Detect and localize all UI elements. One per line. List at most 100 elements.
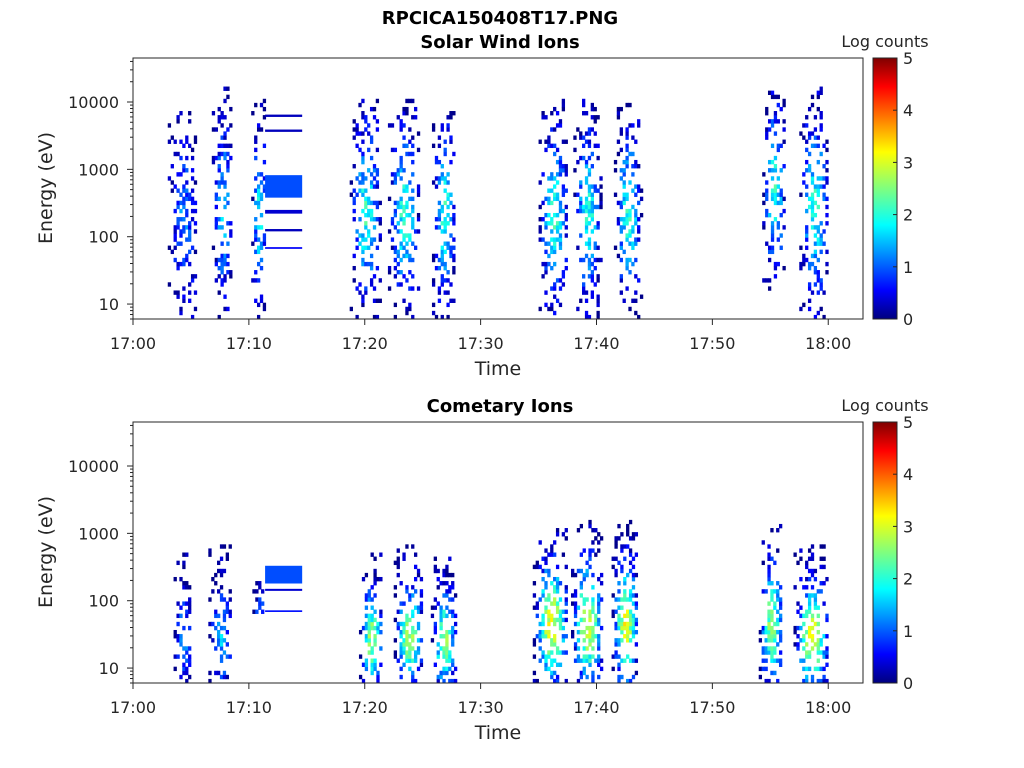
spectrogram-cell [442,634,446,639]
spectrogram-cell [379,629,383,635]
spectrogram-cell [796,646,800,651]
spectrogram-cell [588,564,592,570]
spectrogram-cell [564,188,568,193]
spectrogram-cell [399,245,403,250]
spectrogram-cell [214,581,218,586]
spectrogram-cell [634,139,638,144]
spectrogram-cell [370,658,374,663]
spectrogram-cell [776,176,780,181]
spectrogram-cell [411,678,415,683]
plot-area [133,422,863,683]
spectrogram-cell [776,225,780,230]
spectrogram-cell [222,674,227,680]
spectrogram-cell [255,581,259,586]
spectrogram-cell [375,119,380,124]
spectrogram-cell [223,274,227,279]
spectrogram-cell [452,221,456,226]
spectrogram-cell [770,188,775,193]
spectrogram-cell [816,192,820,197]
spectrogram-cell [555,617,560,623]
spectrogram-cell [405,184,409,189]
spectrogram-cell [399,123,403,128]
spectrogram-cell [807,548,812,553]
spectrogram-cell [259,102,264,108]
spectrogram-cell [807,597,812,602]
spectrogram-cell [770,90,775,96]
spectrogram-cell [361,298,365,303]
spectrogram-cell [541,634,545,639]
spectrogram-cell [541,111,545,116]
spectrogram-cell [810,253,815,259]
spectrogram-cell [576,605,581,610]
spectrogram-cell [538,225,542,230]
spectrogram-cell [419,662,424,667]
spectrogram-cell [599,572,604,578]
spectrogram-cell [597,642,601,647]
spectrogram-cell [588,629,592,635]
spectrogram-cell [413,245,418,250]
spectrogram-cell [778,605,783,610]
spectrogram-cell [367,589,371,594]
spectrogram-cell [439,670,443,676]
spectrogram-cell [825,159,829,165]
spectrogram-cell [807,568,812,574]
spectrogram-cell [819,127,823,132]
spectrogram-cell [256,237,261,242]
spectrogram-cell [367,245,371,250]
spectrogram-cell [256,188,261,193]
x-axis-label: Time [474,358,522,380]
spectrogram-cell [564,609,568,614]
spectrogram-cell [223,86,227,91]
spectrogram-cell [813,212,818,218]
spectrogram-cell [579,196,583,202]
spectrogram-cell [611,609,615,614]
spectrogram-cell [819,237,823,242]
x-tick-label: 18:00 [805,334,851,353]
spectrogram-cell [390,237,395,242]
spectrogram-cell [810,625,815,631]
spectrogram-cell [367,196,371,202]
spectrogram-cell [579,523,583,529]
spectrogram-cell [446,180,450,185]
spectrogram-cell [185,257,189,263]
spectrogram-cell [369,261,374,267]
spectrogram-cell [228,589,232,594]
spectrogram-cell [214,127,218,132]
spectrogram-cell [555,111,560,116]
spectrogram-cell [399,212,403,218]
spectrogram-cell [411,646,415,651]
spectrogram-cell [352,164,356,169]
spectrogram-cell [810,225,815,230]
spectrogram-cell [355,314,359,319]
spectrogram-cell [188,654,192,659]
spectrogram-cell [776,642,780,647]
spectrogram-cell [256,192,261,197]
spectrogram-cell [370,625,374,631]
steady-band [265,209,303,214]
spectrogram-cell [396,556,400,561]
spectrogram-cell [259,257,264,263]
spectrogram-cell [810,646,815,651]
spectrogram-cell [765,208,769,214]
spectrogram-cell [176,188,180,193]
spectrogram-cell [558,164,563,169]
x-tick-label: 17:30 [458,698,504,717]
spectrogram-cell [364,613,369,619]
spectrogram-cell [223,204,227,210]
spectrogram-cells [167,86,829,319]
spectrogram-cell [617,678,621,683]
spectrogram-cell [369,139,374,144]
spectrogram-cell [555,196,560,202]
spectrogram-cell [226,221,230,226]
spectrogram-cell [576,159,580,165]
spectrogram-cell [419,609,424,614]
spectrogram-cell [555,576,560,582]
spectrogram-cell [399,196,403,202]
spectrogram-cell [596,294,600,299]
spectrogram-cell [822,164,826,169]
spectrogram-cell [431,302,436,308]
spectrogram-cell [358,290,362,295]
spectrogram-cell [590,274,594,279]
spectrogram-cell [764,638,768,643]
spectrogram-cell [591,585,595,590]
